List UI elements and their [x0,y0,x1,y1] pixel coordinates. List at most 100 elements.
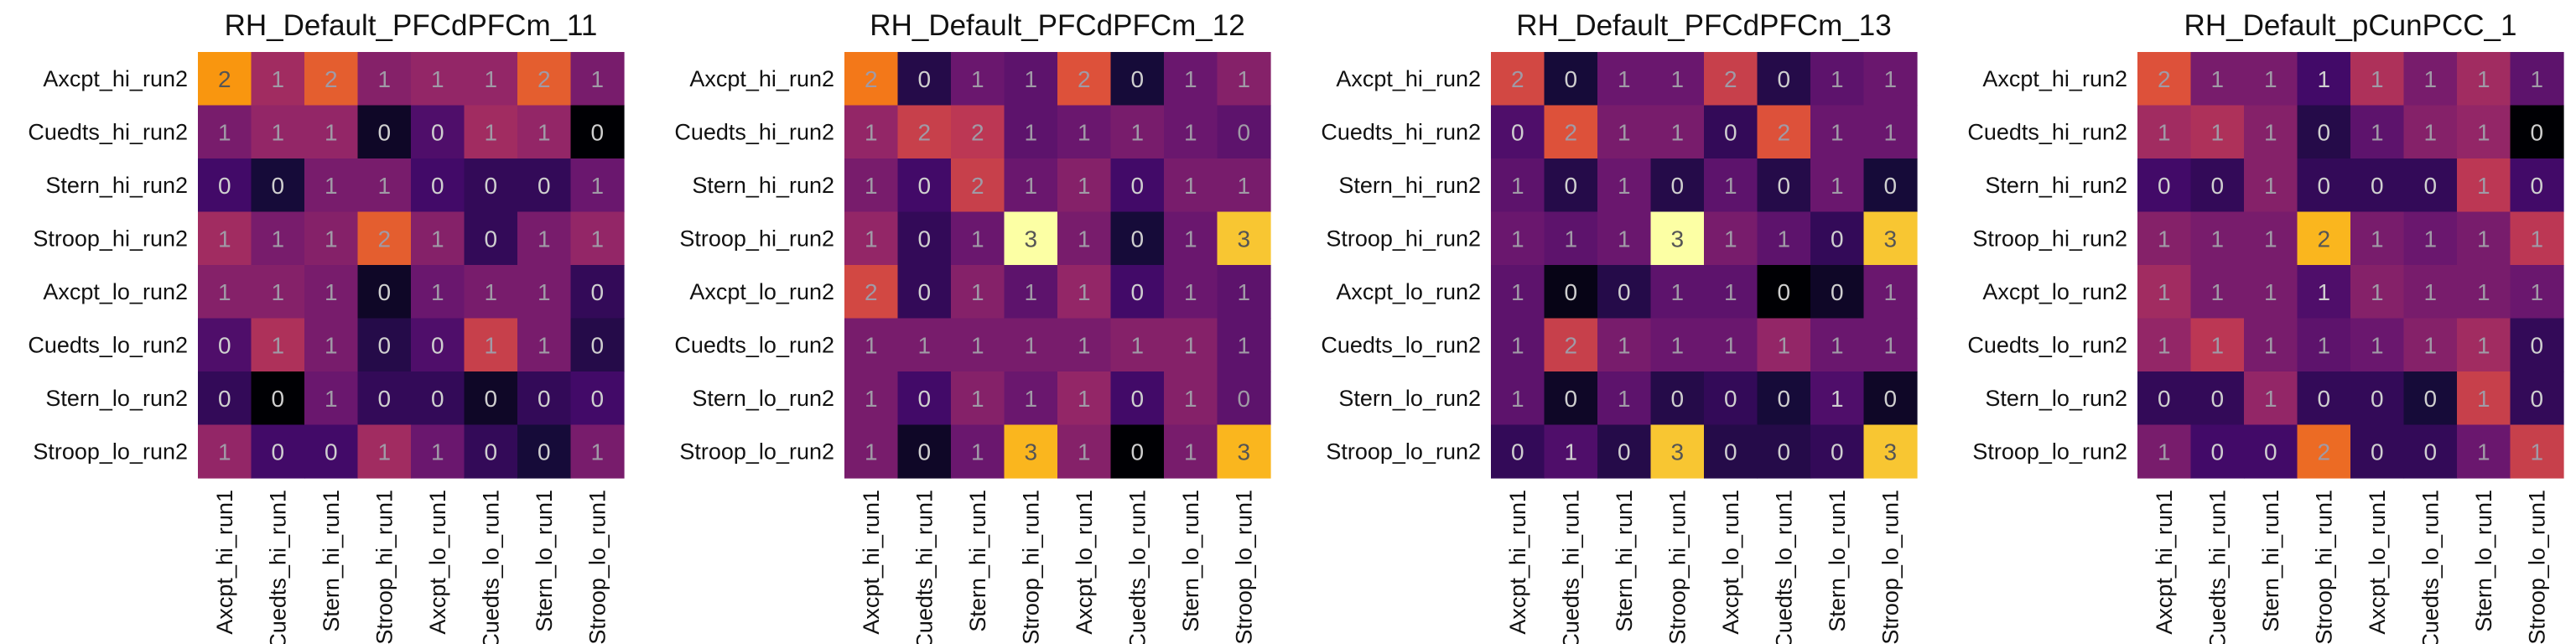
heatmap-cell [844,424,899,479]
heatmap-cell [1810,158,1865,213]
heatmap-cell [304,105,359,159]
heatmap-cell [1757,265,1811,319]
cell-value-label: 1 [1078,119,1091,145]
cell-value-label: 1 [1078,279,1091,305]
cell-value-label: 1 [1511,173,1524,199]
cell-value-label: 1 [1777,226,1790,252]
heatmap-cell [1110,158,1165,213]
cell-value-label: 0 [2423,439,2437,465]
y-tick-label: Axcpt_hi_run2 [43,66,188,91]
cell-value-label: 0 [377,386,391,412]
heatmap-cell [251,265,305,319]
cell-value-label: 1 [538,332,551,358]
cell-value-label: 1 [1184,173,1197,199]
heatmap-cell [517,211,572,266]
cell-value-label: 3 [1883,439,1897,465]
heatmap-cell [464,424,518,479]
heatmap-cell [411,105,465,159]
heatmap-cell [2350,105,2405,159]
cell-value-label: 1 [2423,119,2437,145]
heatmap-cell [2457,52,2511,106]
cell-value-label: 2 [538,66,551,92]
cell-value-label: 0 [271,439,284,465]
heatmap-cell [1491,211,1545,266]
heatmap-cell [464,318,518,372]
cell-value-label: 1 [865,226,878,252]
heatmap-cell [2190,424,2245,479]
heatmap-cell [2244,52,2298,106]
heatmap-cell [411,424,465,479]
heatmap-cell [357,52,412,106]
cell-value-label: 1 [377,173,391,199]
cell-value-label: 0 [484,173,497,199]
cell-value-label: 1 [1883,66,1897,92]
cell-value-label: 1 [1883,279,1897,305]
x-tick-label: Stern_hi_run1 [2258,490,2283,632]
cell-value-label: 0 [218,332,231,358]
cell-value-label: 2 [2317,226,2330,252]
cell-value-label: 0 [325,439,338,465]
heatmap-cell [1110,211,1165,266]
heatmap-cell [1757,318,1811,372]
heatmap-cell [464,105,518,159]
cell-value-label: 1 [2264,173,2277,199]
heatmap-cell [251,211,305,266]
cell-value-label: 1 [590,173,604,199]
heatmap-cell [251,318,305,372]
heatmap-cell [1217,265,1271,319]
cell-value-label: 0 [1724,439,1737,465]
x-tick-label: Stern_lo_run1 [1825,490,1850,632]
cell-value-label: 1 [1184,119,1197,145]
cell-value-label: 1 [538,226,551,252]
heatmap-cell [2190,52,2245,106]
y-tick-label: Stern_lo_run2 [45,386,188,411]
heatmap-cell [2403,158,2458,213]
cell-value-label: 1 [2371,66,2384,92]
heatmap-panel-4: RH_Default_pCunPCC_1 2 1 1 1 1 1 1 1 1 1 1 0 1 1 1 0 0 0 1 0… [1967,9,2564,644]
cell-value-label: 0 [2158,173,2171,199]
y-tick-label: Axcpt_hi_run2 [1982,66,2127,91]
heatmap-cell [1057,424,1112,479]
cell-value-label: 0 [917,173,931,199]
cell-value-label: 0 [2158,386,2171,412]
heatmap-cell [411,371,465,426]
heatmap-cell [897,265,952,319]
y-tick-label: Stroop_lo_run2 [679,439,834,464]
heatmap-cell [251,424,305,479]
cell-value-label: 0 [917,279,931,305]
heatmap-cell [1004,265,1058,319]
heatmap-cell [570,52,625,106]
heatmap-cell [844,105,899,159]
cell-value-label: 1 [971,279,984,305]
heatmap-cell [1110,424,1165,479]
y-tick-label: Axcpt_lo_run2 [1336,279,1481,304]
y-tick-label: Cuedts_lo_run2 [28,332,188,357]
cell-value-label: 1 [2477,386,2490,412]
heatmap-cell [2403,371,2458,426]
cell-value-label: 1 [2158,226,2171,252]
y-tick-label: Stern_hi_run2 [45,173,188,198]
cell-value-label: 0 [590,279,604,305]
cell-value-label: 0 [2530,173,2543,199]
cell-value-label: 0 [1883,173,1897,199]
heatmap-cell [2457,371,2511,426]
cell-value-label: 1 [865,332,878,358]
y-tick-label: Stroop_hi_run2 [1972,226,2127,251]
cell-value-label: 1 [1618,332,1631,358]
cell-value-label: 0 [2317,119,2330,145]
cell-value-label: 1 [1078,439,1091,465]
y-tick-label: Stern_hi_run2 [1338,173,1481,198]
x-tick-label: Stroop_lo_run1 [584,490,610,644]
cell-value-label: 1 [1237,332,1250,358]
x-tick-label: Axcpt_hi_run1 [212,490,237,635]
cell-value-label: 0 [2210,439,2224,465]
y-tick-label: Axcpt_hi_run2 [1336,66,1481,91]
x-tick-label: Axcpt_lo_run1 [425,490,450,635]
cell-value-label: 2 [865,66,878,92]
cell-value-label: 1 [1024,119,1037,145]
cell-value-label: 0 [1564,173,1577,199]
heatmap-cell [1004,52,1058,106]
heatmap-cell [897,52,952,106]
y-tick-label: Cuedts_lo_run2 [1967,332,2127,357]
